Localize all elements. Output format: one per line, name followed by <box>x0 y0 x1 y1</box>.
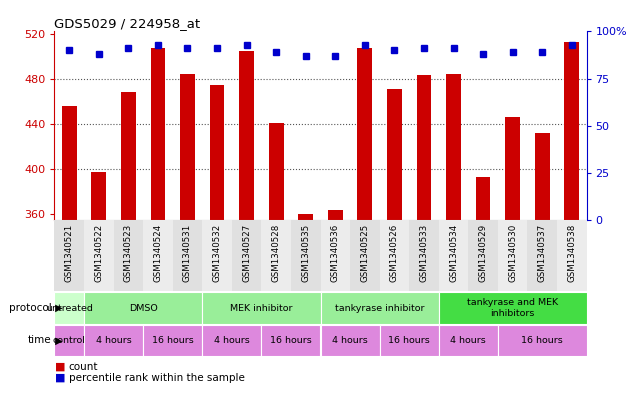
Text: tankyrase inhibitor: tankyrase inhibitor <box>335 304 424 312</box>
Text: GSM1340529: GSM1340529 <box>479 224 488 282</box>
Bar <box>417 75 431 220</box>
Text: GDS5029 / 224958_at: GDS5029 / 224958_at <box>54 17 201 30</box>
Text: 16 hours: 16 hours <box>152 336 194 345</box>
Text: GSM1340523: GSM1340523 <box>124 224 133 282</box>
Text: GSM1340535: GSM1340535 <box>301 224 310 282</box>
Text: DMSO: DMSO <box>129 304 158 312</box>
Bar <box>320 325 379 356</box>
Text: percentile rank within the sample: percentile rank within the sample <box>69 373 244 383</box>
Bar <box>564 42 579 220</box>
Bar <box>203 220 232 291</box>
Text: ▶: ▶ <box>52 303 63 313</box>
Text: GSM1340538: GSM1340538 <box>567 224 576 282</box>
Text: GSM1340527: GSM1340527 <box>242 224 251 282</box>
Bar <box>469 220 498 291</box>
Text: 16 hours: 16 hours <box>521 336 563 345</box>
Bar <box>498 325 587 356</box>
Text: ■: ■ <box>54 373 65 383</box>
Bar <box>84 292 203 324</box>
Text: GSM1340536: GSM1340536 <box>331 224 340 282</box>
Bar <box>350 220 379 291</box>
Bar <box>92 171 106 220</box>
Text: untreated: untreated <box>46 304 93 312</box>
Bar <box>358 48 372 220</box>
Text: 4 hours: 4 hours <box>96 336 131 345</box>
Text: GSM1340528: GSM1340528 <box>272 224 281 282</box>
Text: GSM1340522: GSM1340522 <box>94 224 103 282</box>
Bar <box>121 92 136 220</box>
Text: 16 hours: 16 hours <box>388 336 430 345</box>
Text: protocol: protocol <box>8 303 51 313</box>
Bar <box>328 210 343 220</box>
Text: 4 hours: 4 hours <box>214 336 250 345</box>
Text: GSM1340525: GSM1340525 <box>360 224 369 282</box>
Text: GSM1340524: GSM1340524 <box>153 224 162 282</box>
Bar <box>498 220 528 291</box>
Bar <box>203 292 320 324</box>
Bar <box>269 123 283 220</box>
Bar <box>505 117 520 220</box>
Text: MEK inhibitor: MEK inhibitor <box>230 304 293 312</box>
Bar <box>180 74 195 220</box>
Text: GSM1340531: GSM1340531 <box>183 224 192 282</box>
Bar <box>203 325 262 356</box>
Bar <box>54 220 84 291</box>
Text: ■: ■ <box>54 362 65 372</box>
Bar <box>172 220 203 291</box>
Bar <box>535 133 549 220</box>
Bar <box>84 325 143 356</box>
Bar <box>379 220 409 291</box>
Bar <box>409 220 438 291</box>
Bar <box>62 106 77 220</box>
Bar <box>476 177 490 220</box>
Text: 4 hours: 4 hours <box>451 336 486 345</box>
Text: tankyrase and MEK
inhibitors: tankyrase and MEK inhibitors <box>467 298 558 318</box>
Text: GSM1340534: GSM1340534 <box>449 224 458 282</box>
Bar <box>320 292 438 324</box>
Text: count: count <box>69 362 98 372</box>
Bar <box>291 220 320 291</box>
Bar <box>298 215 313 220</box>
Bar <box>387 89 402 220</box>
Bar <box>438 292 587 324</box>
Bar <box>113 220 143 291</box>
Text: time: time <box>28 335 51 345</box>
Text: GSM1340537: GSM1340537 <box>538 224 547 282</box>
Bar <box>446 74 461 220</box>
Text: GSM1340530: GSM1340530 <box>508 224 517 282</box>
Bar <box>320 220 350 291</box>
Bar <box>143 325 203 356</box>
Bar <box>239 51 254 220</box>
Bar <box>262 325 320 356</box>
Text: ▶: ▶ <box>52 335 63 345</box>
Bar <box>210 84 224 220</box>
Bar <box>54 292 84 324</box>
Bar <box>438 220 469 291</box>
Bar <box>438 325 498 356</box>
Bar <box>54 325 84 356</box>
Bar <box>557 220 587 291</box>
Bar <box>528 220 557 291</box>
Bar <box>232 220 262 291</box>
Text: GSM1340526: GSM1340526 <box>390 224 399 282</box>
Text: GSM1340532: GSM1340532 <box>213 224 222 282</box>
Text: control: control <box>53 336 86 345</box>
Text: 4 hours: 4 hours <box>332 336 368 345</box>
Bar <box>84 220 113 291</box>
Text: GSM1340521: GSM1340521 <box>65 224 74 282</box>
Text: GSM1340533: GSM1340533 <box>419 224 428 282</box>
Bar <box>379 325 438 356</box>
Bar <box>143 220 172 291</box>
Bar <box>262 220 291 291</box>
Text: 16 hours: 16 hours <box>270 336 312 345</box>
Bar <box>151 48 165 220</box>
